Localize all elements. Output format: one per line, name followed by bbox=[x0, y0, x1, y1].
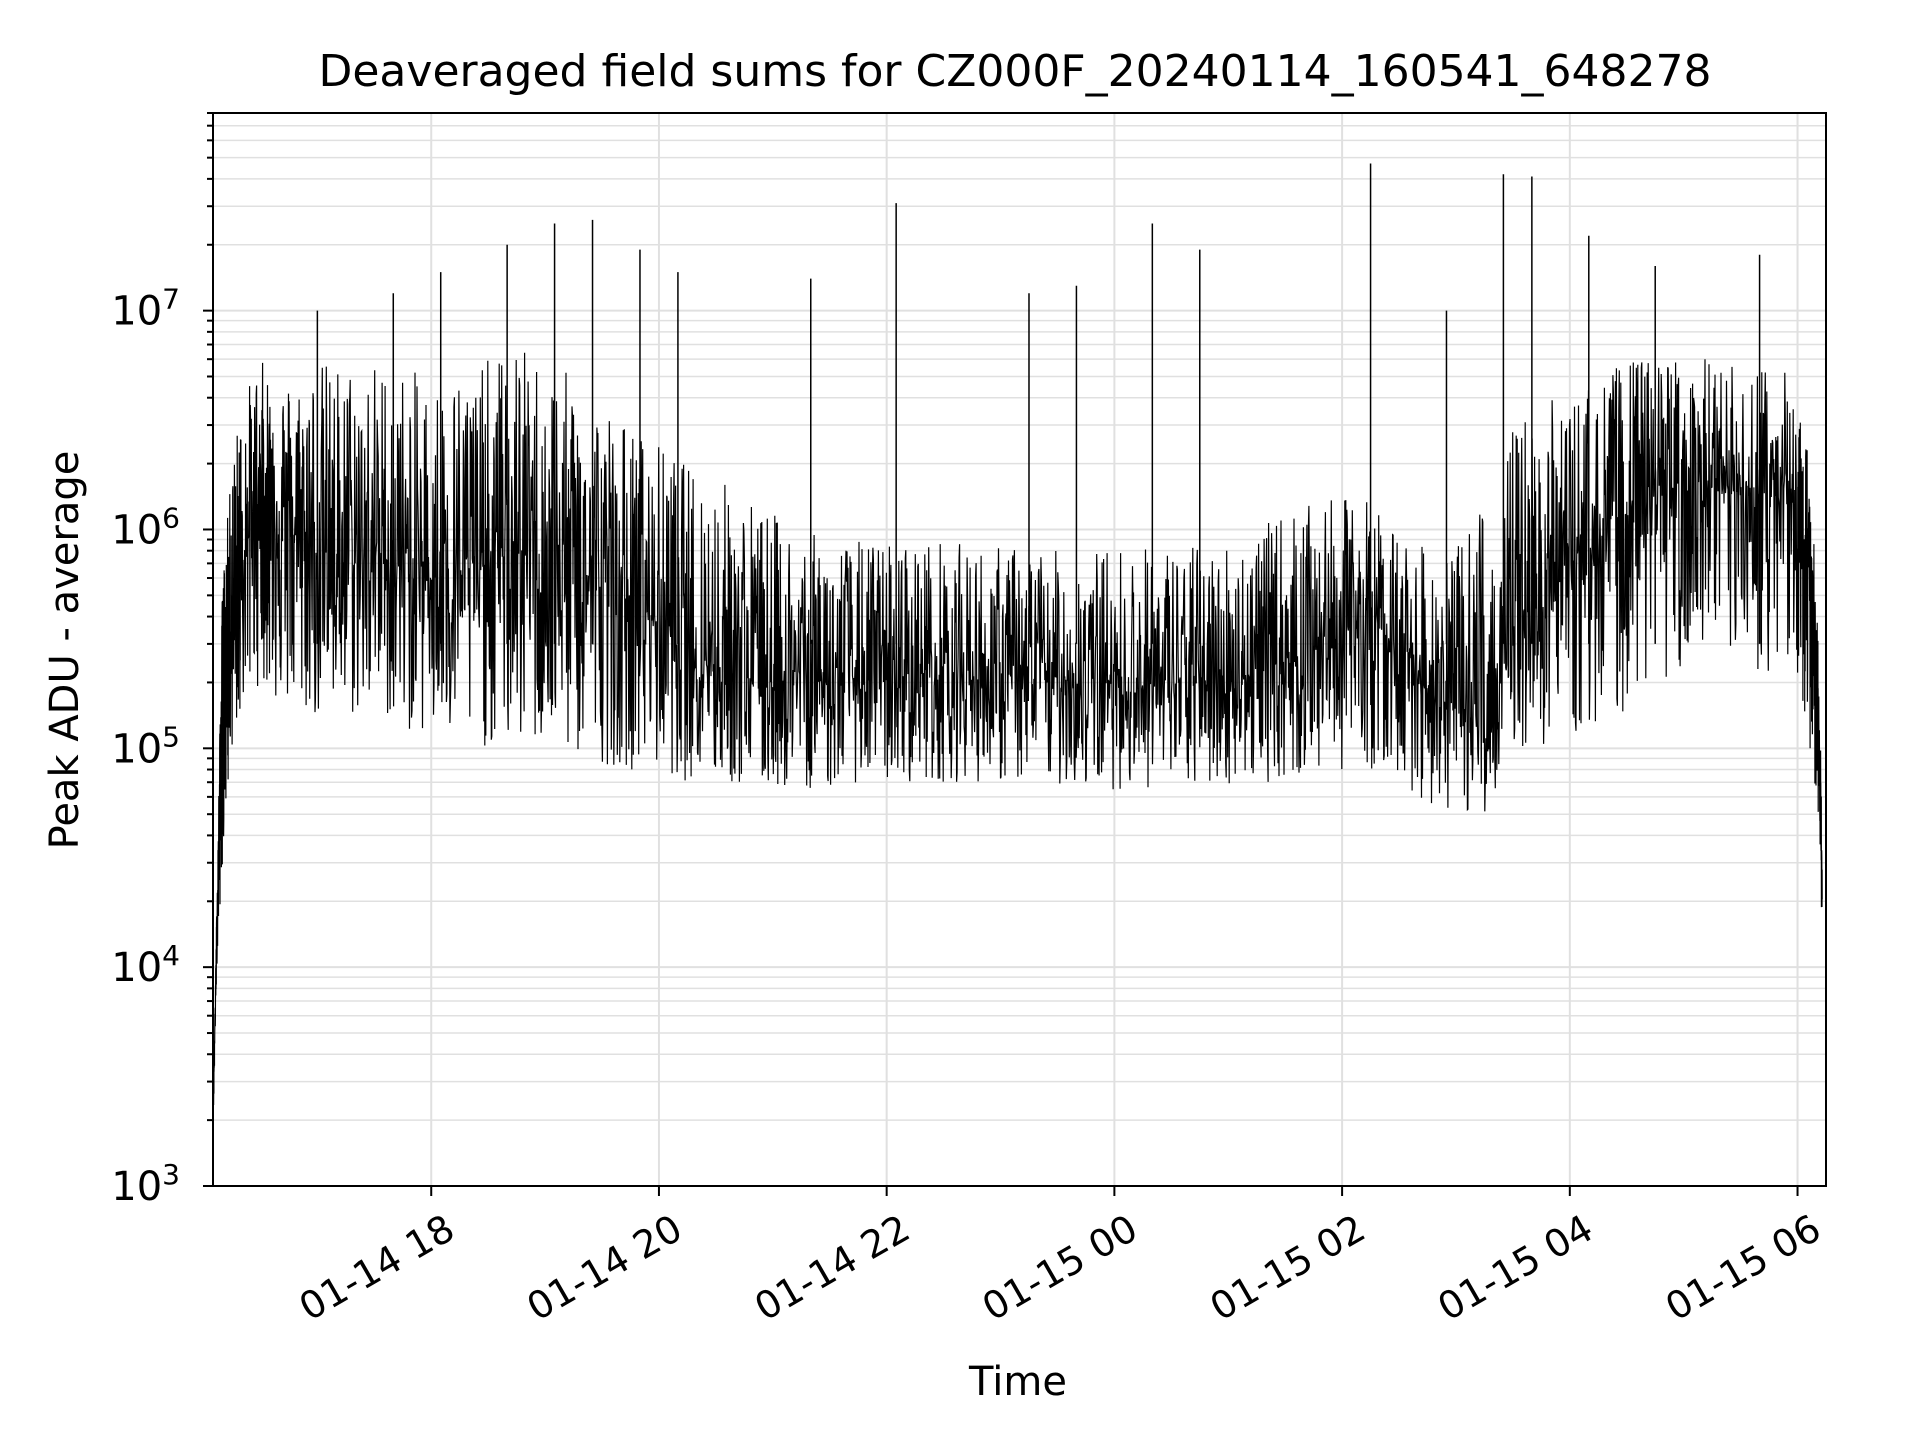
y-tick-label: 105 bbox=[111, 720, 180, 772]
y-tick-label: 106 bbox=[111, 501, 180, 553]
y-axis-label: Peak ADU - average bbox=[42, 451, 88, 850]
y-axis: 103 104 105 106 107 bbox=[111, 112, 213, 1210]
y-tick-label: 103 bbox=[111, 1158, 180, 1210]
series-trace bbox=[212, 352, 1823, 1133]
y-tick-label: 104 bbox=[111, 939, 180, 991]
chart-title: Deaveraged field sums for CZ000F_2024011… bbox=[318, 46, 1711, 97]
y-tick-label: 107 bbox=[111, 283, 180, 335]
series-line bbox=[212, 163, 1823, 1133]
x-axis-label: Time bbox=[968, 1359, 1067, 1405]
plot-frame bbox=[212, 112, 1827, 1187]
